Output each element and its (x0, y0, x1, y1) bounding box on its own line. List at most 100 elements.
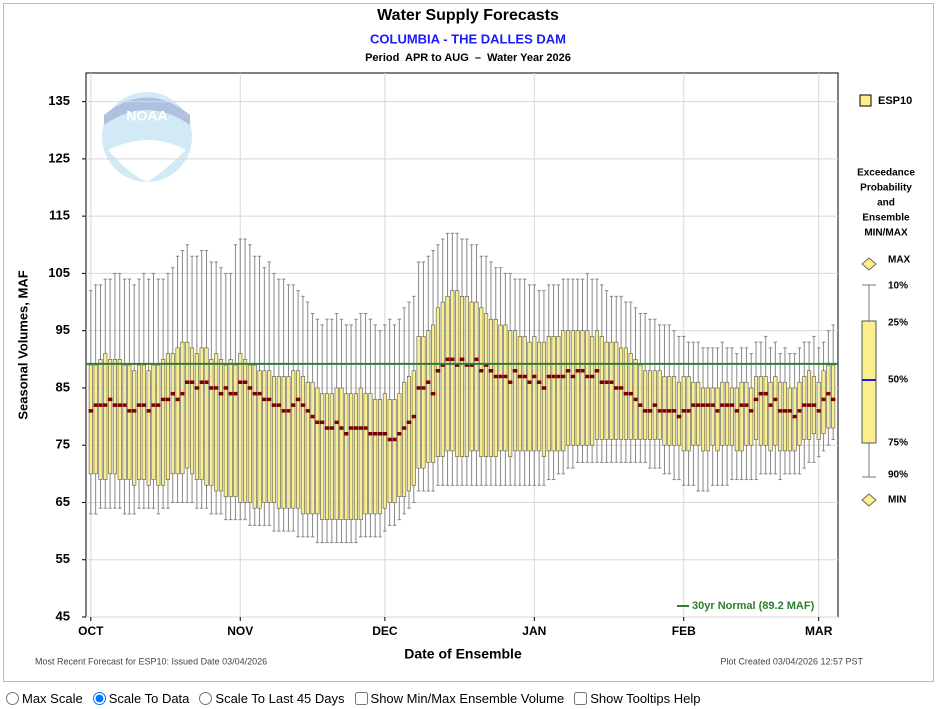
box (700, 387, 706, 452)
box (141, 364, 146, 480)
box (382, 393, 387, 509)
box (551, 336, 556, 452)
control[interactable]: Scale To Last 45 Days (199, 691, 345, 706)
box (190, 347, 195, 475)
box (797, 381, 802, 446)
radio[interactable] (92, 692, 106, 705)
checkbox[interactable] (354, 692, 368, 705)
y-tick-label: 125 (48, 150, 70, 165)
x-tick-label: NOV (227, 624, 253, 638)
control-label: Show Tooltips Help (590, 691, 701, 706)
box (127, 364, 132, 480)
box (406, 376, 412, 492)
box (725, 381, 730, 446)
box (575, 330, 580, 446)
control-label: Show Min/Max Ensemble Volume (370, 691, 565, 706)
box (136, 364, 142, 480)
y-tick-label: 65 (56, 494, 70, 509)
box (175, 347, 180, 475)
box (686, 376, 691, 452)
period: Period APR to AUG – Water Year 2026 (365, 52, 571, 64)
control[interactable]: Scale To Data (92, 691, 190, 706)
box (358, 387, 363, 520)
legend-title: Ensemble (862, 213, 910, 224)
box (170, 353, 175, 475)
control[interactable]: Max Scale (6, 691, 83, 706)
box (93, 364, 98, 475)
box (720, 381, 725, 446)
box (691, 381, 696, 446)
box (787, 387, 792, 452)
box (262, 370, 267, 503)
box (344, 393, 349, 520)
box (638, 364, 643, 440)
box (281, 376, 286, 509)
box (739, 381, 744, 452)
control-label: Scale To Data (108, 691, 190, 706)
box (373, 399, 378, 515)
box (305, 381, 310, 515)
box (165, 353, 170, 480)
box (218, 359, 224, 492)
box (782, 381, 788, 452)
box (108, 359, 113, 475)
box (763, 376, 768, 446)
y-tick-label: 95 (56, 322, 70, 337)
chart-subtitle: COLUMBIA - THE DALLES DAM (370, 31, 566, 46)
box (522, 336, 527, 452)
legend-mark-label: 90% (888, 470, 908, 481)
box (517, 336, 522, 452)
box (103, 353, 108, 480)
control[interactable]: Show Tooltips Help (574, 691, 701, 706)
box (455, 290, 460, 457)
box (647, 370, 653, 440)
box (204, 347, 209, 486)
box (710, 387, 715, 446)
box (599, 336, 604, 440)
box (570, 330, 575, 446)
box (238, 353, 243, 503)
chart-title: Water Supply Forecasts (377, 7, 559, 24)
box (320, 393, 325, 520)
box (223, 364, 228, 498)
box (296, 370, 301, 509)
box (421, 336, 426, 469)
control-label: Scale To Last 45 Days (215, 691, 345, 706)
box (792, 387, 797, 452)
box (243, 359, 248, 503)
box (353, 393, 358, 520)
box (696, 381, 701, 446)
box (556, 336, 561, 452)
box (758, 376, 763, 446)
legend-title: MIN/MAX (864, 228, 908, 239)
legend-swatch (859, 94, 872, 107)
box (368, 393, 373, 515)
legend-box (861, 320, 877, 444)
box (614, 341, 619, 440)
box (479, 307, 484, 457)
box (209, 359, 214, 486)
radio[interactable] (6, 692, 19, 705)
box (194, 353, 199, 480)
box (450, 290, 455, 452)
box (802, 376, 807, 440)
checkbox[interactable] (574, 692, 588, 705)
legend-mark-label: MAX (888, 255, 911, 266)
y-axis-label: Seasonal Volumes, MAF (15, 270, 30, 419)
box (459, 296, 465, 457)
box (527, 341, 532, 452)
legend-diamonds (861, 257, 877, 507)
box (185, 341, 190, 469)
control[interactable]: Show Min/Max Ensemble Volume (354, 691, 565, 706)
y-tick-label: 45 (56, 608, 70, 623)
box (214, 353, 219, 492)
x-tick-label: JAN (522, 624, 546, 638)
box (180, 341, 185, 475)
box (378, 399, 383, 515)
box (252, 364, 257, 509)
x-tick-label: FEB (672, 624, 696, 638)
box (488, 318, 493, 457)
box (300, 376, 305, 515)
box (199, 347, 204, 480)
radio[interactable] (199, 692, 213, 705)
